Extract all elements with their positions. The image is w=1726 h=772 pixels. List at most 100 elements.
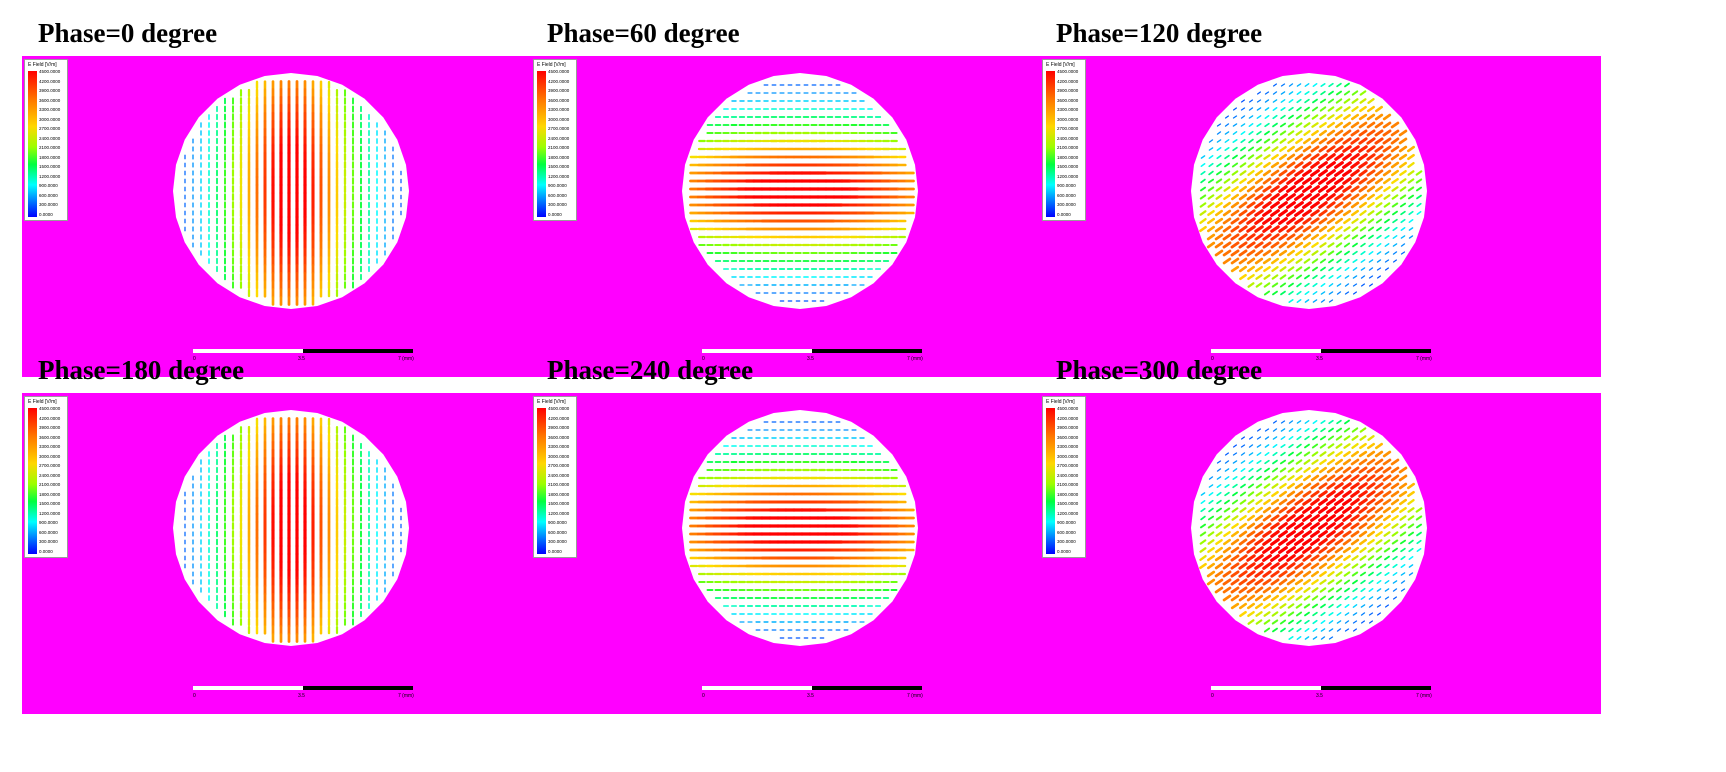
field-arrow [1280,91,1286,95]
field-arrow [1359,427,1367,433]
field-arrow [1320,628,1326,632]
field-arrow [1392,243,1398,247]
field-arrow [1328,636,1334,640]
field-arrow [1416,531,1422,537]
field-arrow [1272,114,1278,120]
field-arrow [1238,578,1248,586]
field-arrow [1272,420,1278,424]
field-arrow [1296,91,1302,95]
field-arrow [1334,153,1344,161]
field-arrow [1342,129,1352,137]
field-arrow [1264,122,1270,128]
field-arrow [1352,612,1358,616]
field-arrow [1358,177,1368,185]
field-arrow [1262,185,1272,193]
field-arrow [1216,154,1222,160]
field-arrow [1319,114,1327,120]
field-arrow [1390,121,1400,129]
field-arrow [1310,530,1320,538]
field-arrow [1310,201,1320,209]
field-arrow [1360,596,1366,600]
field-arrow [1358,113,1368,121]
field-arrow [1279,122,1287,128]
field-arrow [1382,129,1392,137]
field-arrow [1294,193,1304,201]
field-arrow [1248,115,1254,119]
field-arrow [1304,106,1310,112]
field-arrow [1279,130,1287,136]
field-arrow [1350,145,1360,153]
field-arrow [1238,209,1248,217]
field-plot [173,410,409,646]
field-arrow [1399,506,1407,514]
field-arrow [1382,506,1392,514]
field-arrow [1351,113,1359,121]
field-arrow [1222,225,1232,233]
field-arrow [1279,611,1287,617]
field-arrow [1223,193,1231,201]
field-arrow [1302,201,1312,209]
field-arrow [1238,201,1248,209]
legend-tick-label: 4500.0000 [1057,69,1079,74]
field-arrow [1408,547,1414,553]
field-arrow [1286,177,1296,185]
field-arrow [1270,506,1280,514]
field-arrow [1214,578,1224,586]
field-arrow [1367,435,1375,441]
field-arrow [1216,499,1222,505]
field-arrow [1326,217,1336,225]
field-arrow [1288,114,1294,120]
field-arrow [1254,225,1264,233]
field-arrow [1294,482,1304,490]
field-arrow [1262,578,1272,586]
field-arrow [1366,145,1376,153]
field-arrow [1312,83,1318,87]
field-arrow [1223,523,1231,529]
scale-segment-black [1321,686,1431,690]
field-arrow [1231,530,1239,538]
field-arrow [1263,619,1271,625]
field-arrow [1231,522,1239,530]
field-arrow [1391,194,1399,200]
field-arrow [1336,620,1342,624]
field-arrow [1278,249,1288,257]
field-arrow [1350,506,1360,514]
field-arrow [1327,121,1335,129]
field-arrow [1366,113,1376,121]
field-arrow [1334,177,1344,185]
field-arrow [1295,122,1303,128]
field-arrow [1254,530,1264,538]
field-arrow [1390,466,1400,474]
field-arrow [1295,130,1303,136]
field-arrow [1294,153,1304,161]
field-arrow [1383,202,1391,208]
field-arrow [1367,563,1375,569]
field-arrow [1246,241,1256,249]
field-arrow [1398,145,1408,153]
field-arrow [1310,145,1320,153]
field-arrow [1294,201,1304,209]
field-arrow [1358,458,1368,466]
field-arrow [1302,145,1312,153]
field-arrow [1320,620,1326,624]
field-arrow [1311,114,1319,120]
field-arrow [1208,139,1214,143]
field-arrow [1334,474,1344,482]
field-arrow [1304,628,1310,632]
field-arrow [1280,114,1286,120]
field-arrow [1334,201,1344,209]
field-arrow [1295,595,1303,601]
field-arrow [1222,578,1232,586]
field-arrow [1247,602,1255,610]
field-arrow [1328,603,1334,609]
field-arrow [1382,466,1392,474]
field-arrow [1247,506,1255,514]
field-arrow [1271,594,1279,602]
field-arrow [1254,554,1264,562]
field-arrow [1328,620,1334,624]
field-arrow [1230,578,1240,586]
field-arrow [1415,523,1423,529]
field-arrow [1256,130,1262,136]
field-arrow [1216,147,1222,151]
field-arrow [1344,275,1350,279]
